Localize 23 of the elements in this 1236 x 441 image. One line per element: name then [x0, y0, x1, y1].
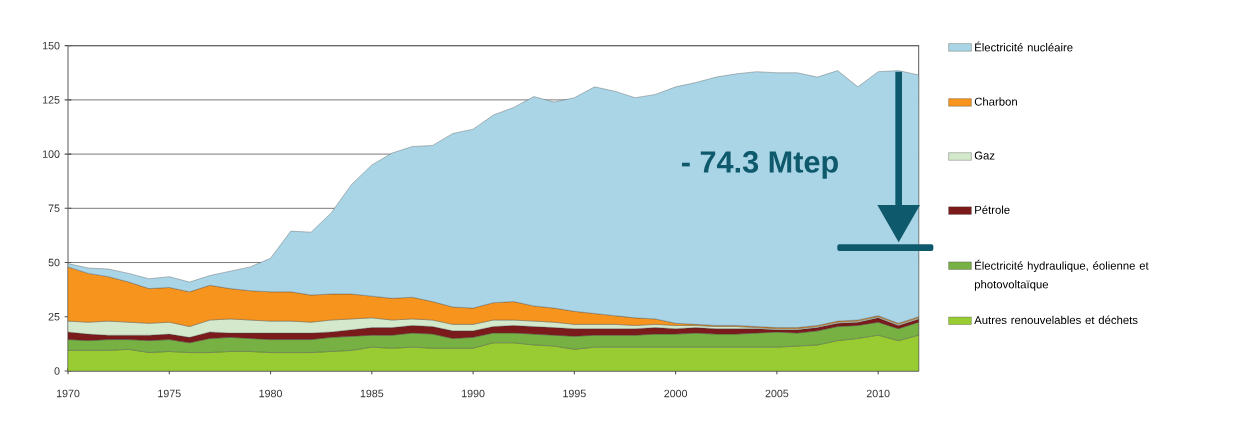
y-tick-label: 125: [42, 96, 60, 104]
y-tick-label: 150: [42, 41, 60, 50]
y-tick-label: 0: [54, 367, 60, 375]
x-tick-label: 2010: [866, 389, 890, 398]
y-tick-label: 25: [48, 312, 60, 321]
x-tick-label: 1975: [158, 389, 181, 398]
y-tick-label: 100: [42, 150, 60, 158]
x-tick-label: 1980: [259, 389, 282, 398]
x-tick-label: 2005: [765, 389, 789, 398]
annotation: - 74.3 Mtep: [681, 151, 838, 179]
legend-label: Autres renouvelables et déchets: [974, 315, 1138, 325]
x-tick-label: 1970: [56, 389, 80, 398]
legend-label: Électricité nucléaire: [975, 41, 1073, 52]
legend-label: Charbon: [974, 97, 1017, 106]
x-tick-label: 2000: [664, 389, 688, 398]
x-tick-label: 1985: [360, 389, 384, 398]
y-tick-label: 75: [48, 204, 60, 213]
x-tick-label: 1995: [563, 389, 586, 398]
legend-label: Pétrole: [975, 205, 1010, 214]
legend-label: Gaz: [974, 151, 995, 160]
y-tick-label: 50: [48, 258, 60, 267]
legend-label: Électricité hydraulique, éolienne et photovoltaïque: [974, 259, 1149, 291]
x-tick-label: 1990: [462, 389, 485, 398]
